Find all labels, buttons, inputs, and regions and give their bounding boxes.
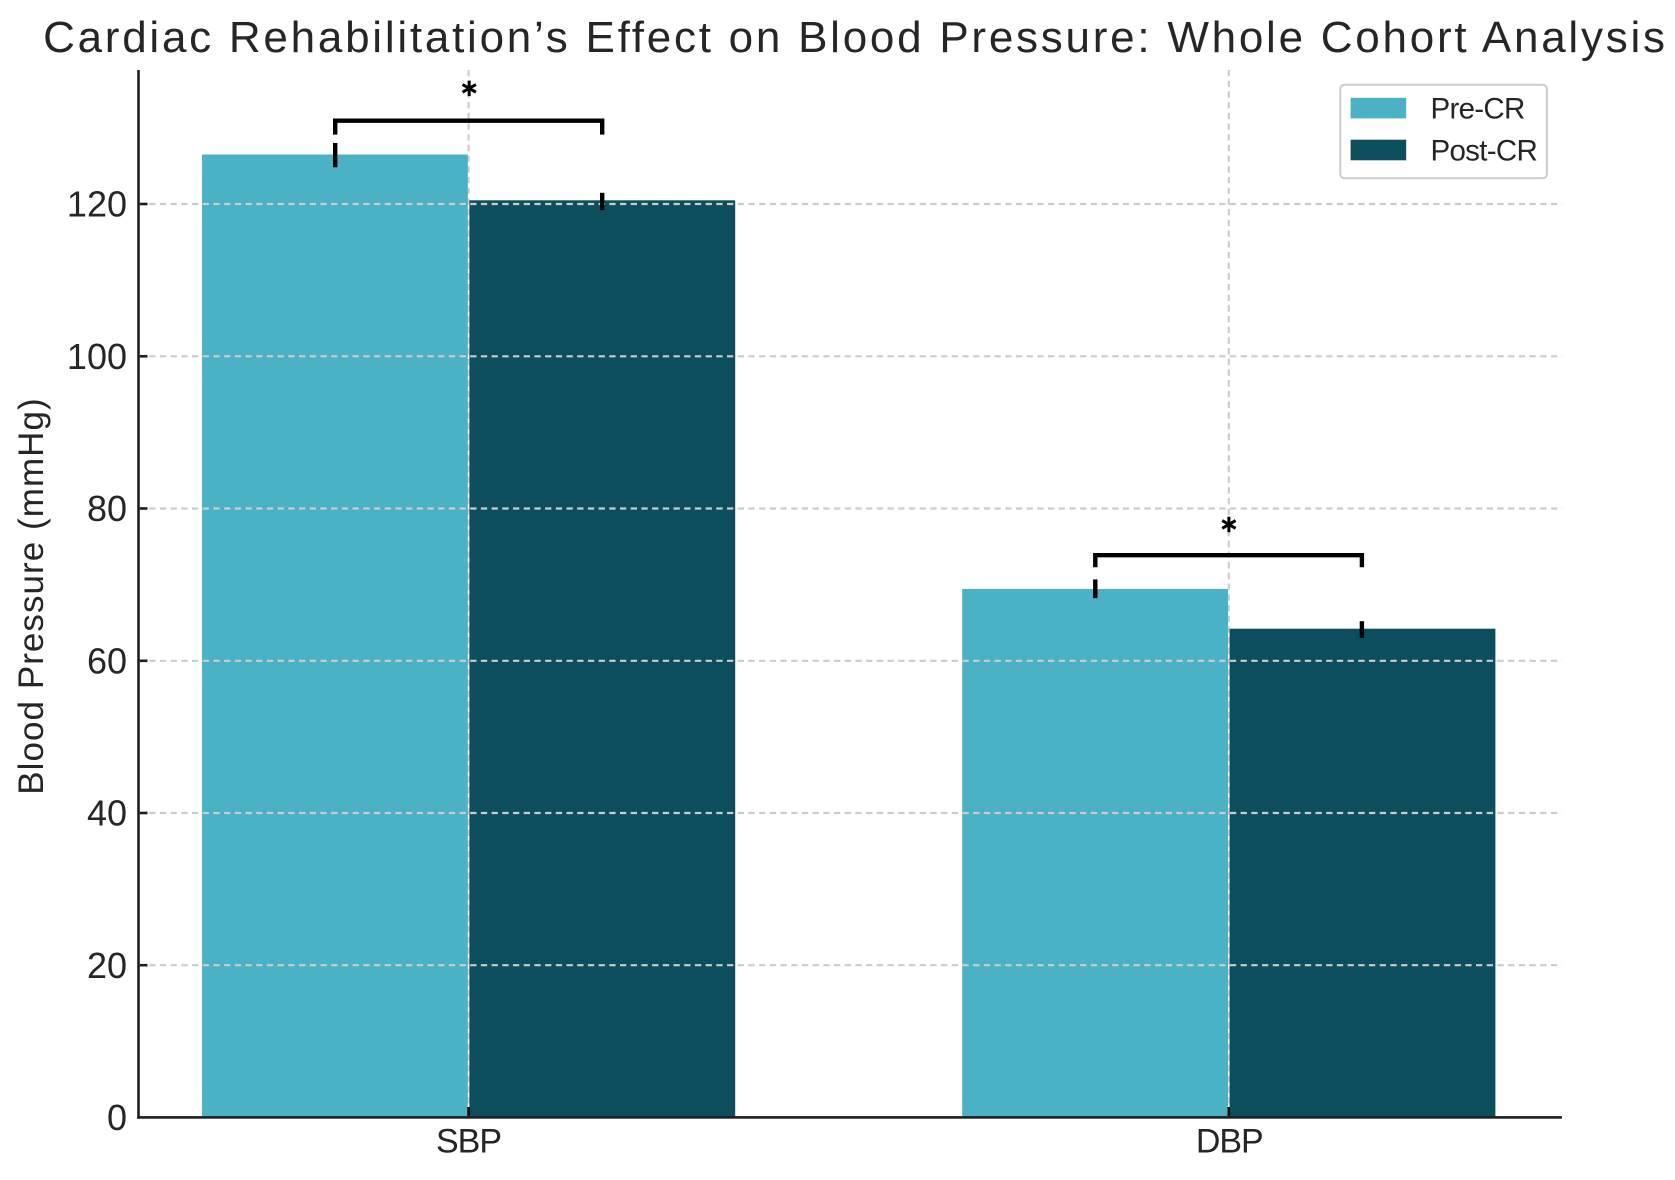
svg-text:20: 20 [87,945,127,986]
svg-text:100: 100 [67,336,127,377]
svg-text:Post-CR: Post-CR [1431,134,1538,167]
svg-text:0: 0 [107,1097,127,1138]
svg-text:SBP: SBP [436,1123,501,1161]
svg-text:40: 40 [87,793,127,834]
svg-text:120: 120 [67,184,127,225]
svg-text:DBP: DBP [1196,1123,1263,1161]
svg-text:60: 60 [87,640,127,681]
svg-text:Blood Pressure (mmHg): Blood Pressure (mmHg) [12,397,51,794]
svg-text:Pre-CR: Pre-CR [1431,92,1525,125]
svg-text:80: 80 [87,488,127,529]
svg-text:Cardiac Rehabilitation’s Effec: Cardiac Rehabilitation’s Effect on Blood… [43,13,1668,62]
